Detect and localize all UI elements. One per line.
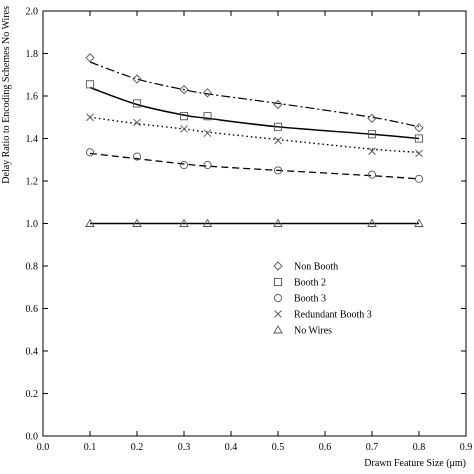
legend-marker (273, 261, 283, 271)
series-non-booth (85, 53, 424, 133)
data-point (415, 149, 423, 158)
legend-entry-label: Booth 2 (294, 278, 326, 289)
y-tick-label: 1.2 (26, 177, 39, 188)
series-line (89, 116, 420, 154)
y-tick-label: 0.8 (26, 262, 39, 273)
data-point (274, 136, 282, 145)
data-point (414, 134, 424, 143)
y-tick-label: 0.6 (26, 304, 39, 315)
x-tick-label: 0.1 (84, 442, 97, 453)
data-point (202, 218, 213, 227)
y-tick-label: 0.4 (26, 347, 39, 358)
y-tick-label: 0.0 (26, 432, 39, 443)
data-point (414, 123, 424, 133)
x-tick-label: 0.3 (178, 442, 191, 453)
data-point (86, 113, 94, 122)
x-axis-ticks: 0.0 0.1 0.2 0.3 0.4 0.5 0.6 0.7 0.8 0.9 (37, 11, 473, 453)
legend-marker (274, 310, 282, 318)
x-tick-label: 0.5 (272, 442, 285, 453)
data-point (180, 125, 188, 133)
data-point (179, 161, 189, 170)
y-tick-label: 1.4 (26, 134, 39, 145)
x-axis-label: Drawn Feature Size (μm) (364, 458, 466, 469)
data-point (203, 112, 212, 121)
legend-entry-label: No Wires (294, 326, 332, 337)
y-tick-label: 1.8 (26, 49, 39, 60)
data-point (132, 218, 142, 227)
data-point (367, 170, 377, 179)
x-tick-label: 0.2 (131, 442, 144, 453)
legend-entry-label: Non Booth (294, 262, 338, 273)
series-redundant-booth-3 (86, 113, 423, 158)
legend-marker (273, 277, 283, 287)
data-point (132, 152, 142, 161)
y-axis-label: Delay Ratio to Encoding Schemes No Wires (1, 6, 12, 184)
data-point (85, 53, 95, 63)
x-tick-label: 0.0 (37, 442, 50, 453)
data-point (133, 118, 141, 127)
x-tick-label: 0.8 (413, 442, 426, 453)
data-point (414, 174, 424, 183)
data-point (179, 112, 189, 121)
data-point (367, 218, 377, 227)
y-tick-label: 1.6 (26, 92, 39, 103)
data-point (273, 166, 283, 175)
data-point (367, 130, 377, 139)
x-tick-label: 0.6 (319, 442, 332, 453)
data-point (85, 80, 95, 89)
data-point (203, 129, 212, 138)
y-tick-label: 1.0 (26, 219, 39, 230)
series-line (89, 152, 420, 180)
data-point (85, 218, 95, 227)
y-tick-label: 2.0 (26, 7, 39, 18)
x-tick-label: 0.7 (366, 442, 379, 453)
y-tick-label: 0.2 (26, 389, 39, 400)
data-point (367, 113, 377, 123)
x-tick-label: 0.9 (460, 442, 473, 453)
legend-entry-label: Redundant Booth 3 (294, 310, 372, 321)
data-point (85, 148, 95, 157)
series-line (89, 86, 420, 140)
legend: Non Booth Booth 2 Booth 3 Redundant Booth 3… (273, 261, 372, 337)
data-point (273, 99, 283, 110)
data-point (273, 218, 283, 227)
data-point (179, 218, 189, 227)
y-axis-ticks: 0.0 0.2 0.4 0.6 0.8 1.0 1.2 1.4 1.6 1.8 2.0 (26, 7, 466, 443)
series-booth-3 (85, 148, 424, 183)
data-point (132, 99, 142, 108)
data-point (132, 74, 142, 84)
series-no-wires (85, 218, 424, 227)
x-tick-label: 0.4 (225, 442, 238, 453)
legend-marker (273, 325, 283, 334)
data-point (368, 147, 376, 156)
series-booth-2 (85, 80, 424, 143)
data-point (414, 218, 424, 227)
data-point (202, 88, 213, 98)
data-point (179, 84, 189, 95)
legend-entry-label: Booth 3 (294, 294, 326, 305)
series-layer (85, 53, 424, 227)
data-point (273, 122, 283, 131)
data-point (203, 161, 212, 170)
legend-marker (273, 293, 283, 303)
